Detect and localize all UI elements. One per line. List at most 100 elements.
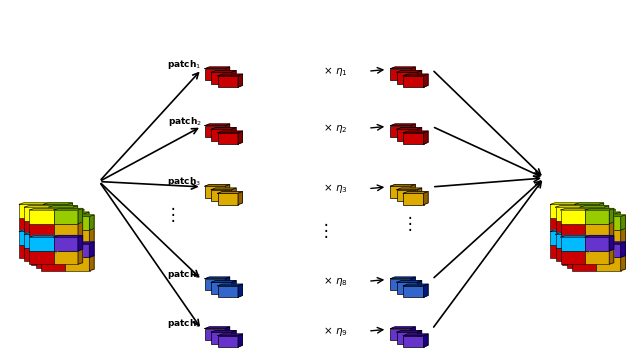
Polygon shape <box>599 230 604 245</box>
Polygon shape <box>596 215 625 216</box>
Polygon shape <box>24 221 49 234</box>
Polygon shape <box>424 334 428 347</box>
Polygon shape <box>90 229 94 244</box>
Polygon shape <box>60 241 84 254</box>
Polygon shape <box>586 211 611 224</box>
Polygon shape <box>211 330 236 332</box>
Polygon shape <box>19 218 44 231</box>
Polygon shape <box>550 204 575 218</box>
Text: patch$_1$: patch$_1$ <box>168 58 202 70</box>
Polygon shape <box>238 131 243 144</box>
Polygon shape <box>572 242 601 244</box>
FancyBboxPatch shape <box>211 332 232 344</box>
Polygon shape <box>572 230 596 244</box>
Polygon shape <box>616 253 620 268</box>
Polygon shape <box>417 281 422 294</box>
Polygon shape <box>424 284 428 297</box>
FancyBboxPatch shape <box>205 186 225 198</box>
Text: ✓: ✓ <box>586 250 591 256</box>
Polygon shape <box>54 210 78 224</box>
Polygon shape <box>19 231 44 245</box>
Polygon shape <box>78 249 83 264</box>
Polygon shape <box>562 251 586 265</box>
Polygon shape <box>68 203 72 218</box>
FancyBboxPatch shape <box>218 76 238 87</box>
Polygon shape <box>41 242 70 244</box>
FancyBboxPatch shape <box>397 332 417 344</box>
Polygon shape <box>79 223 84 238</box>
Polygon shape <box>567 227 591 241</box>
Polygon shape <box>78 222 83 237</box>
Polygon shape <box>238 74 243 87</box>
Polygon shape <box>604 206 609 221</box>
FancyBboxPatch shape <box>397 282 417 294</box>
Polygon shape <box>84 226 89 241</box>
Polygon shape <box>596 216 621 230</box>
Polygon shape <box>79 250 84 265</box>
Text: patch$_9$: patch$_9$ <box>167 318 202 330</box>
Polygon shape <box>60 212 89 214</box>
Polygon shape <box>567 212 596 214</box>
Polygon shape <box>24 234 49 248</box>
Text: ✓: ✓ <box>54 250 60 256</box>
Polygon shape <box>562 224 586 238</box>
Polygon shape <box>411 124 415 137</box>
FancyBboxPatch shape <box>211 129 232 141</box>
Polygon shape <box>621 242 625 257</box>
Polygon shape <box>562 238 586 251</box>
Polygon shape <box>616 212 620 227</box>
Polygon shape <box>609 236 614 251</box>
FancyBboxPatch shape <box>218 133 238 144</box>
Polygon shape <box>205 67 230 69</box>
Polygon shape <box>575 230 604 231</box>
Text: ⋮: ⋮ <box>164 206 181 224</box>
Polygon shape <box>29 236 58 237</box>
Polygon shape <box>604 219 609 234</box>
Polygon shape <box>41 257 65 271</box>
Polygon shape <box>616 239 620 254</box>
Polygon shape <box>556 233 584 234</box>
Polygon shape <box>611 209 615 224</box>
Polygon shape <box>60 214 84 227</box>
Polygon shape <box>205 124 230 126</box>
Text: ⋮: ⋮ <box>401 215 418 233</box>
Polygon shape <box>591 214 616 227</box>
Polygon shape <box>36 227 60 241</box>
Polygon shape <box>397 188 422 190</box>
Polygon shape <box>232 127 236 141</box>
FancyBboxPatch shape <box>390 186 411 198</box>
Polygon shape <box>599 244 604 258</box>
Polygon shape <box>55 238 79 251</box>
Polygon shape <box>49 221 73 234</box>
Text: $\times\ \eta_8$: $\times\ \eta_8$ <box>323 275 348 288</box>
Polygon shape <box>205 184 230 186</box>
Polygon shape <box>54 224 78 237</box>
Polygon shape <box>403 131 428 133</box>
Polygon shape <box>561 210 585 224</box>
Polygon shape <box>397 127 422 129</box>
Polygon shape <box>55 211 79 224</box>
Polygon shape <box>556 221 580 234</box>
Polygon shape <box>411 184 415 198</box>
Polygon shape <box>41 244 65 257</box>
Polygon shape <box>218 192 243 193</box>
Polygon shape <box>73 219 77 234</box>
Polygon shape <box>225 184 230 198</box>
Polygon shape <box>90 215 94 230</box>
Polygon shape <box>24 233 53 234</box>
Polygon shape <box>561 236 589 237</box>
Polygon shape <box>575 204 599 218</box>
Polygon shape <box>424 192 428 205</box>
Polygon shape <box>390 67 415 69</box>
Text: patch$_3$: patch$_3$ <box>168 175 202 188</box>
Polygon shape <box>55 236 84 238</box>
Polygon shape <box>403 284 428 286</box>
Polygon shape <box>31 251 55 265</box>
Polygon shape <box>550 218 575 231</box>
Polygon shape <box>78 209 83 224</box>
Polygon shape <box>54 236 83 237</box>
Polygon shape <box>49 234 73 248</box>
Polygon shape <box>44 230 72 231</box>
Polygon shape <box>390 277 415 279</box>
Polygon shape <box>49 233 77 234</box>
